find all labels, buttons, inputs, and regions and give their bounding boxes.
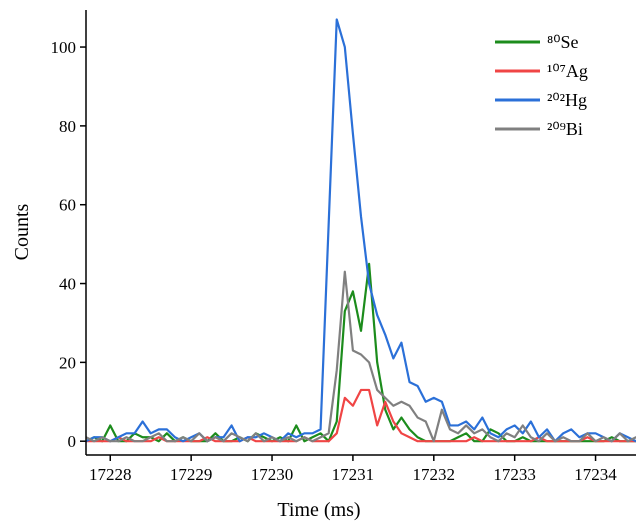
- x-tick-label: 17231: [332, 465, 375, 484]
- plot-area: [86, 18, 636, 443]
- x-tick-label: 17234: [574, 465, 617, 484]
- series-line: [86, 18, 636, 443]
- series-line: [86, 262, 636, 443]
- y-tick-label: 20: [59, 353, 76, 372]
- x-tick-label: 17233: [493, 465, 536, 484]
- x-tick-label: 17232: [413, 465, 456, 484]
- legend-label: ²⁰²Hg: [547, 90, 587, 110]
- series-line: [86, 270, 636, 443]
- y-axis-label: Counts: [11, 203, 33, 260]
- x-tick-label: 17230: [251, 465, 294, 484]
- series-line: [86, 388, 636, 443]
- legend-label: ⁸⁰Se: [547, 32, 579, 52]
- y-tick-label: 40: [59, 275, 76, 294]
- legend-label: ¹⁰⁷Ag: [547, 61, 588, 81]
- y-tick-label: 60: [59, 196, 76, 215]
- legend-label: ²⁰⁹Bi: [547, 119, 583, 139]
- x-tick-label: 17228: [89, 465, 132, 484]
- y-tick-label: 0: [68, 432, 77, 451]
- x-tick-label: 17229: [170, 465, 213, 484]
- x-axis-label: Time (ms): [277, 499, 360, 521]
- y-tick-label: 100: [51, 38, 77, 57]
- y-tick-label: 80: [59, 117, 76, 136]
